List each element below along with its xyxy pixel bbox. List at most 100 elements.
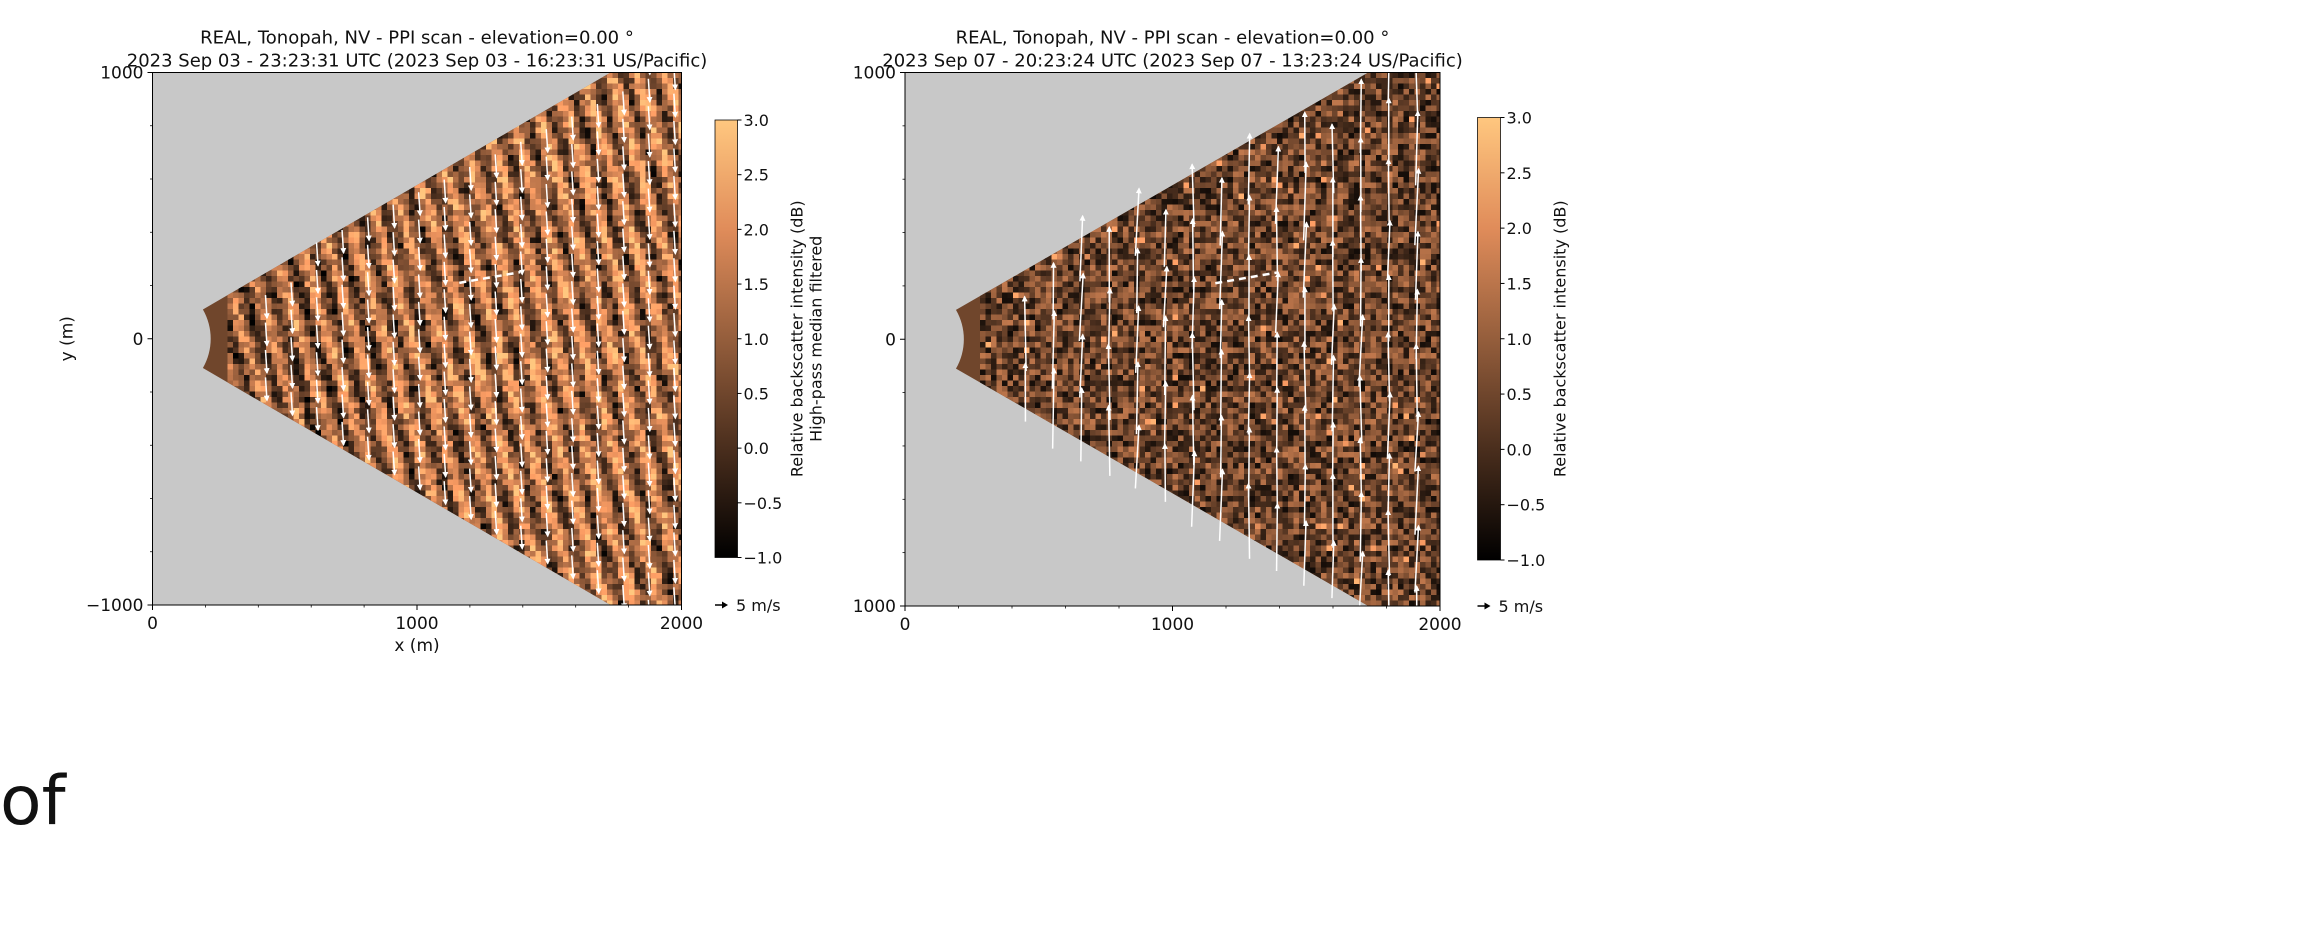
backscatter-cell — [596, 512, 602, 519]
backscatter-cell — [585, 413, 591, 420]
backscatter-cell — [552, 155, 558, 161]
backscatter-cell — [475, 419, 481, 425]
backscatter-cell — [530, 419, 536, 425]
backscatter-cell — [634, 232, 641, 238]
backscatter-cell — [656, 281, 663, 288]
backscatter-cell — [299, 391, 305, 398]
backscatter-cell — [381, 468, 388, 475]
backscatter-cell — [513, 353, 520, 359]
backscatter-cell — [458, 380, 465, 387]
backscatter-cell — [304, 270, 311, 277]
backscatter-cell — [673, 133, 679, 139]
backscatter-cell — [497, 243, 503, 249]
backscatter-cell — [574, 193, 580, 200]
backscatter-cell — [596, 89, 602, 95]
backscatter-cell — [645, 89, 652, 95]
backscatter-cell — [579, 309, 586, 315]
backscatter-cell — [618, 105, 624, 112]
backscatter-cell — [618, 369, 624, 376]
backscatter-cell — [392, 314, 399, 321]
backscatter-cell — [552, 171, 558, 178]
backscatter-cell — [656, 496, 663, 502]
backscatter-cell — [519, 364, 525, 370]
backscatter-cell — [480, 155, 487, 161]
backscatter-cell — [563, 331, 569, 337]
backscatter-cell — [238, 347, 245, 354]
backscatter-cell — [596, 435, 602, 442]
backscatter-cell — [376, 435, 382, 442]
backscatter-cell — [282, 281, 289, 288]
backscatter-cell — [596, 353, 602, 359]
backscatter-cell — [420, 364, 426, 370]
backscatter-cell — [453, 259, 459, 266]
backscatter-cell — [348, 276, 355, 282]
backscatter-cell — [640, 276, 646, 282]
backscatter-cell — [326, 380, 333, 387]
backscatter-cell — [486, 463, 492, 469]
backscatter-cell — [436, 248, 443, 255]
backscatter-cell — [398, 358, 404, 365]
backscatter-cell — [612, 441, 619, 447]
backscatter-cell — [557, 347, 564, 354]
backscatter-cell — [662, 149, 668, 156]
backscatter-cell — [244, 347, 250, 354]
backscatter-cell — [524, 441, 531, 447]
backscatter-cell — [321, 298, 327, 304]
backscatter-cell — [425, 446, 432, 453]
backscatter-cell — [469, 248, 476, 255]
backscatter-cell — [376, 408, 382, 414]
backscatter-cell — [403, 276, 410, 282]
backscatter-cell — [541, 435, 547, 442]
backscatter-cell — [530, 210, 536, 216]
backscatter-cell — [255, 298, 261, 304]
backscatter-cell — [552, 111, 558, 117]
backscatter-cell — [310, 314, 316, 321]
backscatter-cell — [491, 149, 498, 156]
backscatter-cell — [464, 419, 470, 425]
backscatter-cell — [519, 276, 525, 282]
backscatter-cell — [475, 155, 481, 161]
backscatter-cell — [673, 204, 679, 211]
backscatter-cell — [601, 144, 608, 150]
backscatter-cell — [557, 105, 564, 112]
backscatter-cell — [376, 375, 382, 381]
backscatter-cell — [425, 380, 432, 387]
backscatter-cell — [326, 265, 333, 271]
backscatter-cell — [623, 402, 630, 409]
backscatter-cell — [596, 485, 602, 491]
backscatter-cell — [673, 485, 679, 491]
backscatter-cell — [634, 138, 641, 145]
backscatter-cell — [464, 397, 470, 403]
backscatter-cell — [612, 221, 619, 227]
backscatter-cell — [508, 507, 514, 513]
backscatter-cell — [337, 430, 344, 436]
backscatter-cell — [480, 331, 487, 337]
backscatter-cell — [508, 210, 514, 216]
backscatter-cell — [656, 391, 663, 398]
backscatter-cell — [678, 320, 682, 326]
backscatter-cell — [535, 419, 542, 425]
backscatter-cell — [513, 364, 520, 370]
backscatter-cell — [381, 413, 388, 420]
backscatter-cell — [656, 358, 663, 365]
backscatter-cell — [574, 133, 580, 139]
backscatter-cell — [667, 166, 674, 172]
backscatter-cell — [337, 380, 344, 387]
backscatter-cell — [304, 375, 311, 381]
backscatter-cell — [662, 507, 668, 513]
backscatter-cell — [420, 347, 426, 354]
backscatter-cell — [673, 188, 679, 194]
backscatter-cell — [574, 325, 580, 332]
backscatter-cell — [612, 474, 619, 480]
backscatter-cell — [486, 369, 492, 376]
backscatter-cell — [497, 501, 503, 508]
backscatter-cell — [310, 397, 316, 403]
backscatter-cell — [541, 226, 547, 233]
backscatter-cell — [656, 314, 663, 321]
backscatter-cell — [634, 210, 641, 216]
backscatter-cell — [381, 237, 388, 244]
backscatter-cell — [453, 243, 459, 249]
backscatter-cell — [502, 254, 509, 260]
backscatter-cell — [436, 380, 443, 387]
backscatter-cell — [491, 276, 498, 282]
